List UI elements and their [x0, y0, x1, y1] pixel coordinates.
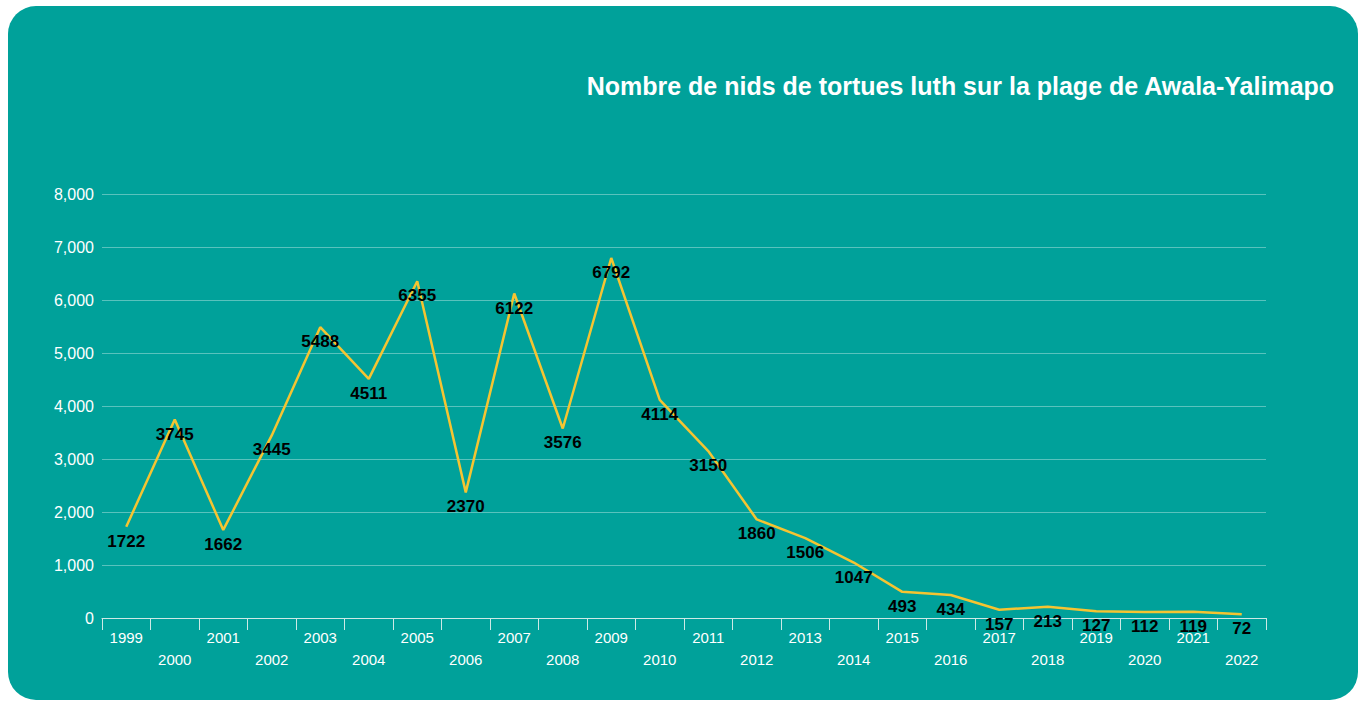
svg-text:2000: 2000 [158, 651, 191, 668]
svg-text:112: 112 [1131, 617, 1158, 636]
svg-text:0: 0 [85, 610, 94, 627]
svg-text:434: 434 [937, 600, 966, 619]
svg-text:119: 119 [1180, 617, 1207, 636]
svg-text:6122: 6122 [495, 299, 533, 318]
svg-text:72: 72 [1232, 619, 1251, 638]
svg-text:157: 157 [985, 615, 1013, 634]
svg-text:4114: 4114 [641, 405, 678, 424]
svg-text:6792: 6792 [592, 263, 630, 282]
svg-text:2021: 2021 [1176, 628, 1210, 646]
svg-text:2008: 2008 [546, 651, 579, 668]
svg-text:2015: 2015 [886, 629, 919, 646]
svg-text:2020: 2020 [1128, 651, 1161, 668]
svg-text:127: 127 [1082, 616, 1110, 635]
svg-text:2006: 2006 [449, 651, 482, 668]
svg-text:1999: 1999 [110, 629, 143, 646]
svg-text:7,000: 7,000 [54, 239, 94, 256]
svg-text:3745: 3745 [156, 425, 194, 444]
svg-text:3576: 3576 [544, 433, 582, 452]
svg-text:2370: 2370 [447, 497, 485, 516]
svg-text:213: 213 [1034, 612, 1062, 631]
svg-text:2013: 2013 [789, 629, 822, 646]
svg-text:2007: 2007 [498, 629, 531, 646]
svg-text:2014: 2014 [837, 651, 870, 668]
svg-text:5488: 5488 [301, 332, 339, 351]
svg-text:2018: 2018 [1031, 651, 1064, 668]
svg-text:2002: 2002 [255, 651, 288, 668]
svg-text:2010: 2010 [643, 651, 676, 668]
svg-text:8,000: 8,000 [54, 186, 94, 203]
svg-text:2,000: 2,000 [54, 504, 94, 521]
svg-text:5,000: 5,000 [54, 345, 94, 362]
svg-text:6,000: 6,000 [54, 292, 94, 309]
svg-text:3,000: 3,000 [54, 451, 94, 468]
svg-text:4,000: 4,000 [54, 398, 94, 415]
svg-text:1662: 1662 [204, 535, 242, 554]
svg-text:1047: 1047 [835, 568, 873, 587]
svg-text:1722: 1722 [107, 532, 145, 551]
svg-text:4511: 4511 [350, 384, 387, 403]
svg-text:2005: 2005 [401, 629, 434, 646]
svg-text:3150: 3150 [689, 456, 727, 475]
svg-text:2022: 2022 [1225, 651, 1258, 668]
svg-text:2019: 2019 [1079, 628, 1113, 646]
svg-text:2016: 2016 [934, 651, 967, 668]
svg-text:2004: 2004 [352, 651, 385, 668]
svg-text:6355: 6355 [398, 286, 436, 305]
svg-text:3445: 3445 [253, 440, 291, 459]
svg-text:1,000: 1,000 [54, 557, 94, 574]
svg-text:Nombre de nids de tortues luth: Nombre de nids de tortues luth sur la pl… [587, 72, 1334, 100]
svg-text:2003: 2003 [304, 629, 337, 646]
svg-text:2009: 2009 [595, 629, 628, 646]
svg-text:1860: 1860 [738, 524, 776, 543]
svg-text:2011: 2011 [692, 629, 724, 646]
svg-text:2001: 2001 [207, 629, 240, 646]
svg-text:493: 493 [888, 597, 916, 616]
svg-text:2017: 2017 [982, 628, 1016, 646]
svg-text:1506: 1506 [786, 543, 824, 562]
svg-text:2012: 2012 [740, 651, 773, 668]
